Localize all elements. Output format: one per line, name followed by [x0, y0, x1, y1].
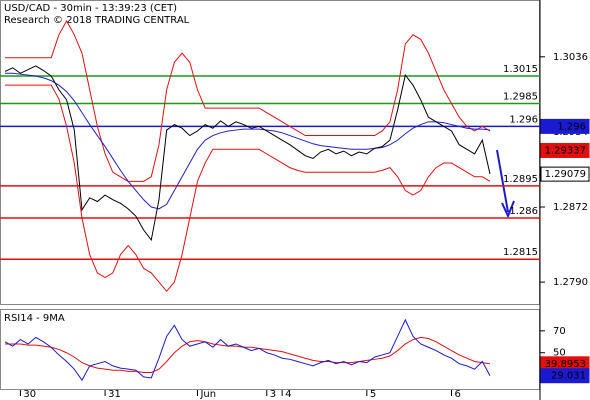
price-marker-label: 29.031	[551, 371, 586, 382]
chart-subtitle: Research © 2018 TRADING CENTRAL	[4, 15, 190, 26]
level-label: 1.3015	[503, 64, 538, 75]
x-tick-label: 5	[370, 389, 376, 400]
y-tick-label: 1.2872	[553, 202, 588, 213]
price-marker-label: 1.29079	[545, 169, 586, 180]
series-line	[4, 65, 491, 242]
series-line	[5, 84, 491, 293]
y-tick-label: 70	[553, 326, 566, 337]
y-tick-label: 1.2790	[553, 277, 588, 288]
price-marker	[540, 368, 590, 384]
x-tick-label: 31	[108, 389, 121, 400]
x-tick-label: Jun	[199, 389, 216, 400]
price-marker	[540, 166, 590, 182]
x-tick-label: 6	[455, 389, 461, 400]
x-tick-label: 3	[270, 389, 276, 400]
chart-title: USD/CAD - 30min - 13:39:23 (CET)	[4, 3, 177, 14]
price-marker-label: 1.29337	[545, 145, 586, 156]
level-label: 1.296	[509, 114, 538, 125]
y-tick-label: 1.3036	[553, 52, 588, 63]
price-marker	[540, 118, 590, 134]
level-label: 1.286	[509, 206, 538, 217]
x-tick-label: 4	[285, 389, 291, 400]
level-label: 1.2815	[503, 247, 538, 258]
level-label: 1.2985	[503, 91, 538, 102]
price-marker	[540, 142, 590, 158]
level-label: 1.2895	[503, 174, 538, 185]
rsi-title: RSI14 - 9MA	[4, 313, 65, 324]
series-line	[5, 336, 491, 373]
series-line	[5, 72, 491, 210]
price-marker-label: 1.296	[557, 121, 586, 132]
price-marker-label: 39.8953	[545, 359, 586, 370]
series-line	[4, 318, 491, 382]
y-tick-label: 50	[553, 348, 566, 359]
forecast-arrow	[496, 149, 515, 219]
x-tick-label: 30	[23, 389, 36, 400]
series-line	[5, 20, 491, 182]
